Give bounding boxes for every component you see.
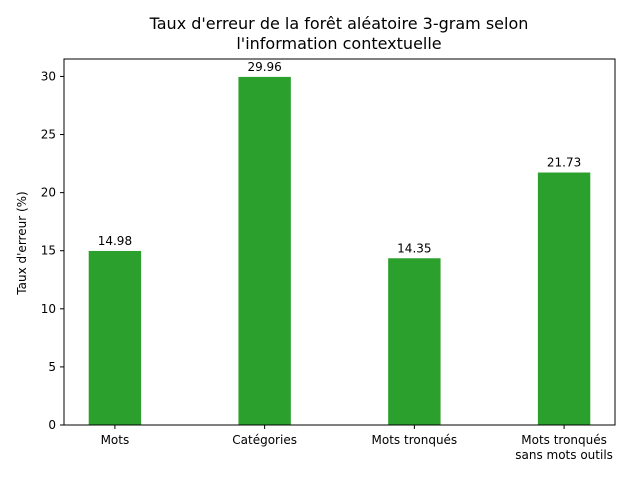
chart-title: Taux d'erreur de la forêt aléatoire 3-gr… [149,14,529,53]
x-axis-ticks: Mots Catégories Mots tronqués Mots tronqués… [101,425,613,462]
chart-title-line: Taux d'erreur de la forêt aléatoire 3-gr… [149,14,529,33]
y-tick-label: 0 [48,418,56,432]
data-label: 29.96 [247,60,281,74]
y-tick-label: 15 [41,244,56,258]
data-label: 21.73 [547,156,581,170]
plot-frame [63,58,616,426]
bar [537,172,591,425]
y-axis-label: Taux d'erreur (%) [15,191,29,295]
y-tick-label: 30 [41,69,56,83]
bar [388,258,441,425]
y-tick-label: 25 [41,128,56,142]
x-tick-label: Mots [101,433,130,447]
chart-title-line: l'information contextuelle [236,34,441,53]
bar [238,76,291,425]
y-tick-label: 20 [41,186,56,200]
x-tick-label: Mots tronqués [521,433,607,447]
bars [88,76,591,425]
x-tick-label: Catégories [232,433,297,447]
bar [88,250,142,425]
x-tick-label: sans mots outils [515,448,613,462]
x-tick-label: Mots tronqués [372,433,458,447]
data-label: 14.35 [397,241,431,255]
y-axis-ticks: 0 5 10 15 20 25 30 [41,69,64,432]
data-labels: 14.98 29.96 14.35 21.73 [98,60,582,255]
data-label: 14.98 [98,234,132,248]
y-tick-label: 5 [48,360,56,374]
y-tick-label: 10 [41,302,56,316]
